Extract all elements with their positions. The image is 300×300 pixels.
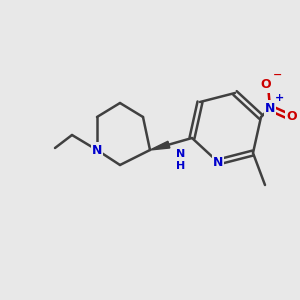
Text: +: + bbox=[275, 93, 284, 103]
Text: −: − bbox=[273, 70, 282, 80]
Polygon shape bbox=[150, 141, 170, 150]
Text: O: O bbox=[287, 110, 297, 124]
Text: N: N bbox=[92, 143, 102, 157]
Text: N: N bbox=[213, 155, 223, 169]
Text: N
H: N H bbox=[176, 149, 185, 171]
Text: N: N bbox=[265, 101, 275, 115]
Text: O: O bbox=[261, 79, 271, 92]
